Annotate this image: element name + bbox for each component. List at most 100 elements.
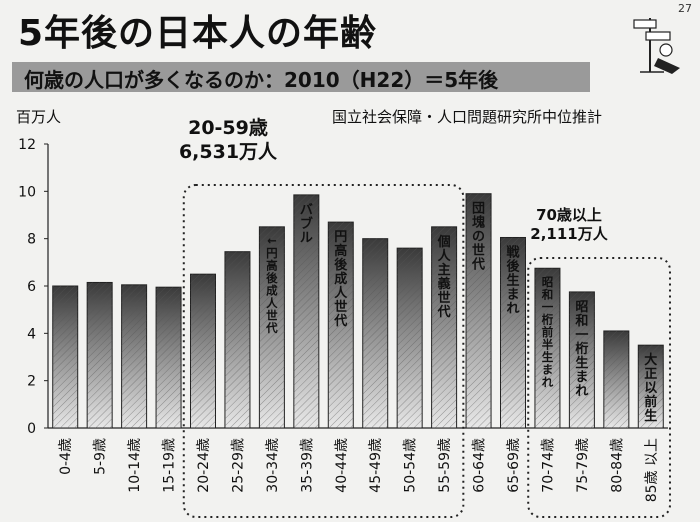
bar-annotation-char: 後 [334,257,348,273]
bar-annotation-char: 成 [266,283,278,297]
bar-annotation-char: 後 [506,258,520,274]
source-note: 国立社会保障・人口問題研究所中位推計 [332,108,603,126]
bar-hatch [293,194,319,428]
annotation-working-age-range: 20-59歳 [188,117,268,139]
bar [500,236,526,429]
bar-hatch [328,222,354,428]
y-tick-label: 0 [27,421,36,437]
bar-hatch [224,251,250,428]
x-tick-label: 10-14歳 [127,438,143,493]
bar [190,273,216,429]
bar-annotation-char: 半 [542,337,554,351]
x-tick-label: 5-9歳 [93,438,109,475]
bar [396,247,423,429]
bar-annotation-char: 生 [644,408,657,424]
annotation-elderly-total: 2,111万人 [530,225,608,243]
y-tick-label: 2 [27,374,36,390]
bar-annotation-char: 前 [542,325,554,339]
bar-annotation-char: 生 [542,350,554,364]
bar-hatch [362,238,388,428]
x-tick-label: 40-44歳 [334,438,350,493]
bar-hatch [52,286,78,428]
bar-annotation-char: 世 [334,299,347,315]
bar [293,194,320,429]
y-axis-unit-label: 百万人 [16,108,62,126]
bar-hatch [397,248,423,428]
bar-annotation-char: 代 [471,257,485,273]
x-tick-label: 30-34歳 [265,438,281,493]
bar-annotation-char: 以 [644,381,657,396]
x-tick-label: 45-49歳 [368,438,384,493]
bar [637,344,664,429]
bar [52,285,79,429]
bar-annotation-char: 戦 [506,244,520,260]
bar-annotation-char: 一 [542,300,554,314]
bar [465,193,492,429]
annotation-working-age: 20-59歳 6,531万人 [172,116,284,164]
bar-annotation-char: 代 [333,313,347,329]
bar-annotation-label: 大正以前生 [644,352,657,424]
y-tick-label: 6 [27,279,36,295]
x-tick-label: 65-69歳 [506,438,522,493]
bar-annotation-char: 義 [438,276,451,292]
bar-annotation-label: 戦後生まれ [506,244,520,316]
y-tick-label: 8 [27,232,36,248]
bar [534,267,561,429]
x-tick-label: 60-64歳 [472,438,488,493]
annotation-working-age-total: 6,531万人 [178,141,278,163]
chart-group-outlines [182,184,671,518]
bar-hatch [156,287,182,428]
bar-annotation-char: の [472,230,485,245]
bar-annotation-label: 円高後成人世代 [333,230,348,329]
chart-y-ticks: 0 2 4 6 8 10 12 [18,137,48,437]
bar-annotation-label: 昭和一桁前半生まれ [542,275,554,389]
bar-annotation-char: 塊 [472,215,485,231]
bar-annotation-char: れ [542,375,554,389]
bar-annotation-char: 個 [437,234,451,250]
bar-annotation-char: ← [267,233,277,247]
group-outline-20-59 [182,184,465,518]
bar-annotation-label: 昭和一桁生まれ [575,300,588,399]
x-tick-label: 55-59歳 [437,438,453,493]
bar [86,281,113,429]
bar-annotation-char: 代 [265,321,278,335]
y-tick-label: 4 [27,326,36,342]
y-tick-label: 12 [18,137,36,153]
bar-annotation-char: バ [300,203,313,218]
bar-annotation-char: 高 [334,243,347,259]
bar-annotation-char: 主 [438,262,451,278]
bar-annotation-char: 和 [542,287,554,301]
chart-bars [52,193,664,429]
bar-annotation-char: 桁 [575,341,588,357]
x-tick-label: 15-19歳 [162,438,178,493]
bar-hatch [569,291,595,428]
bar-hatch [87,282,113,428]
bar-hatch [603,330,629,428]
chart-x-ticks: 0-4歳 5-9歳 10-14歳 15-19歳 20-24歳 25-29歳 30-34歳 35… [58,438,660,502]
bar-annotation-char: 桁 [542,312,554,326]
x-tick-label: 50-54歳 [403,438,419,493]
x-tick-label: 0-4歳 [58,438,74,475]
bar-hatch [466,193,492,428]
bar-annotation-char: 世 [472,243,485,259]
annotation-elderly-range: 70歳以上 [536,206,602,224]
bar-annotation-char: 生 [575,355,588,371]
bar [568,291,595,429]
bar-annotation-char: 前 [644,394,657,410]
x-tick-label: 20-24歳 [196,438,212,493]
bar-annotation-char: 世 [438,290,451,306]
annotation-elderly: 70歳以上 2,111万人 [514,206,624,244]
x-tick-label: 70-74歳 [540,438,556,493]
chart-subtitle: 何歳の人口が多くなるのか：2010（H22）＝5年後 [24,68,499,92]
bar-annotation-char: 一 [575,328,588,343]
bar-annotation-label: ←円高後成人世代 [265,233,278,334]
bar [155,286,182,429]
bar-annotation-char: れ [506,301,519,316]
chart-title: 5年後の日本人の年齢 [18,13,378,54]
bar [121,284,148,429]
bar-annotation-char: ま [542,362,554,376]
bar-hatch [534,268,560,428]
bar-hatch [121,284,147,428]
bar-annotation-char: 和 [575,313,588,329]
